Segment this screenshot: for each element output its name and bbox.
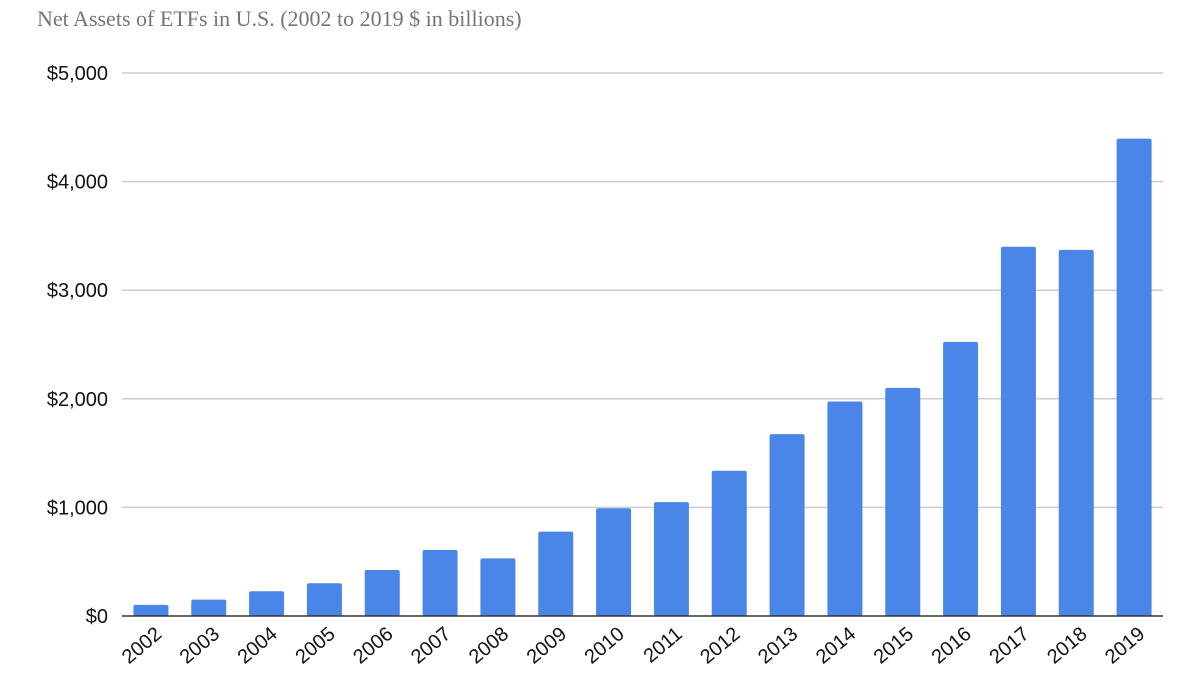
chart-title: Net Assets of ETFs in U.S. (2002 to 2019… [37,6,522,31]
bars [133,138,1152,616]
bar-2002 [133,604,169,616]
x-tick-label: 2007 [407,623,455,668]
x-tick-label: 2012 [696,623,744,668]
y-axis-ticks: $0 $1,000 $2,000 $3,000 $4,000 $5,000 [47,63,108,628]
bar-2004 [249,591,285,616]
x-tick-label: 2002 [118,623,166,668]
bar-2003 [191,599,227,616]
y-tick-label: $3,000 [47,280,108,302]
y-tick-label: $0 [86,606,108,628]
bar-2014 [827,401,863,616]
x-tick-label: 2019 [1101,623,1149,668]
x-tick-label: 2005 [291,623,339,668]
x-axis-ticks: 2002 2003 2004 2005 2006 2007 2008 2009 2010 2011… [118,623,1149,668]
y-tick-label: $5,000 [47,63,108,85]
bar-2016 [943,341,979,616]
bar-2005 [306,583,342,616]
x-tick-label: 2013 [754,623,802,668]
x-tick-label: 2018 [1043,623,1091,668]
x-tick-label: 2016 [928,623,976,668]
bar-2018 [1058,249,1094,616]
y-tick-label: $2,000 [47,389,108,411]
x-tick-label: 2003 [176,623,224,668]
x-tick-label: 2010 [581,623,629,668]
bar-2011 [653,502,689,616]
x-tick-label: 2011 [640,623,687,668]
x-tick-label: 2006 [349,623,397,668]
x-tick-label: 2015 [870,623,918,668]
bar-2006 [364,570,400,616]
y-tick-label: $1,000 [47,497,108,519]
bar-2010 [596,508,632,616]
bar-2009 [538,531,574,616]
x-tick-label: 2017 [985,623,1033,668]
y-tick-label: $4,000 [47,172,108,194]
x-tick-label: 2004 [234,623,282,668]
x-tick-label: 2008 [465,623,513,668]
bar-2008 [480,558,516,616]
x-tick-label: 2009 [523,623,571,668]
bar-2007 [422,549,458,616]
bar-2019 [1116,138,1152,616]
bar-2012 [711,470,747,616]
gridlines [122,72,1163,509]
bar-2015 [885,387,921,616]
x-tick-label: 2014 [812,623,860,668]
bar-2017 [1000,246,1036,616]
bar-2013 [769,434,805,616]
